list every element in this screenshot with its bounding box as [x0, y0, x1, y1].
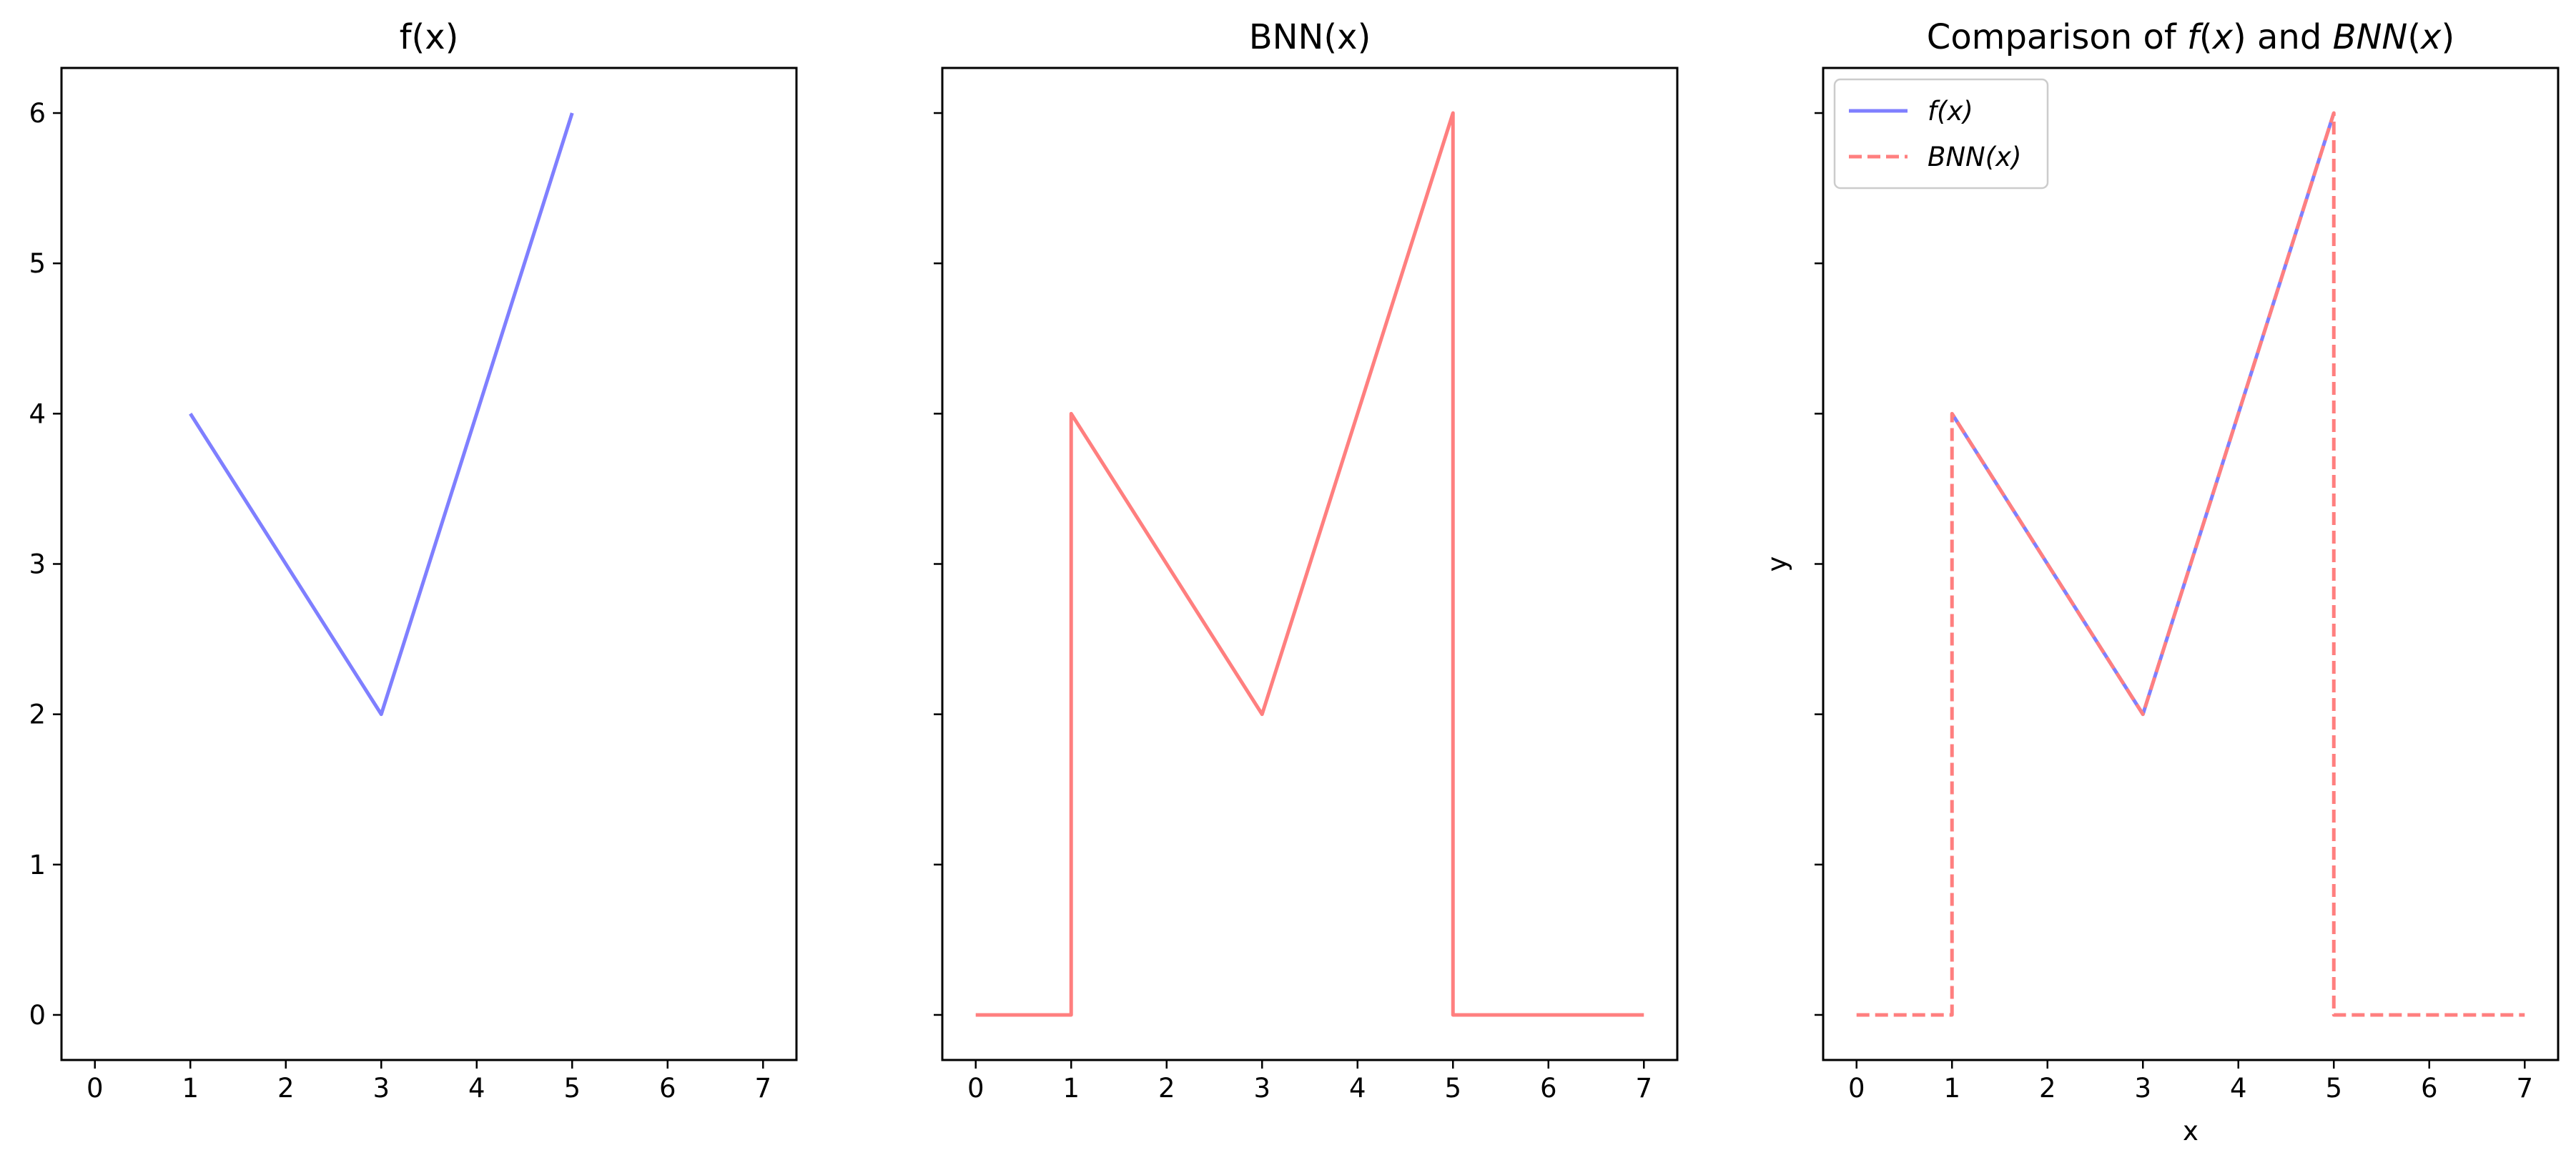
- legend-label-2: BNN(x): [1928, 142, 2022, 172]
- y-tick-label: 3: [29, 549, 46, 580]
- x-tick-label: 7: [1635, 1073, 1652, 1104]
- x-tick-label: 6: [1540, 1073, 1557, 1104]
- x-tick-label: 3: [372, 1073, 390, 1104]
- x-tick-label: 6: [659, 1073, 676, 1104]
- x-tick-label: 6: [2421, 1073, 2438, 1104]
- x-tick-label: 5: [1444, 1073, 1461, 1104]
- y-tick-label: 5: [29, 248, 46, 279]
- x-tick-label: 1: [182, 1073, 199, 1104]
- chart-title: f(x): [400, 17, 459, 57]
- series-line-1: [189, 112, 574, 717]
- x-tick-label: 5: [563, 1073, 581, 1104]
- y-tick-label: 4: [29, 398, 46, 429]
- x-tick-label: 1: [1943, 1073, 1960, 1104]
- y-tick-label: 1: [29, 850, 46, 880]
- x-tick-label: 2: [1158, 1073, 1175, 1104]
- chart-panel-3: Comparison of f(x) and BNN(x) 0 1 2 3 4 5 6 7 x y f…: [1762, 17, 2560, 1147]
- chart-title: BNN(x): [1249, 17, 1371, 57]
- legend-box: [1833, 78, 2049, 190]
- series-line-1: [1950, 112, 2336, 717]
- legend-label-1: f(x): [1928, 96, 1973, 127]
- series-line-2: [1856, 111, 2525, 1017]
- x-tick-label: 0: [87, 1073, 104, 1104]
- x-tick-label: 1: [1062, 1073, 1080, 1104]
- y-tick-label: 0: [29, 1000, 46, 1031]
- x-tick-label: 2: [2039, 1073, 2056, 1104]
- x-tick-label: 4: [1349, 1073, 1366, 1104]
- chart-panel-1: f(x) 0 1 2 3 4 5 6 7 0 1 2 3 4 5 6: [29, 17, 798, 1104]
- x-tick-label: 7: [754, 1073, 771, 1104]
- x-tick-label: 0: [967, 1073, 984, 1104]
- x-tick-label: 4: [2230, 1073, 2247, 1104]
- x-tick-label: 0: [1848, 1073, 1865, 1104]
- y-tick-label: 2: [29, 700, 46, 730]
- x-tick-label: 4: [468, 1073, 485, 1104]
- chart-panel-2: BNN(x) 0 1 2 3 4 5 6 7: [934, 17, 1679, 1104]
- series-line-1: [975, 111, 1644, 1017]
- x-tick-label: 5: [2325, 1073, 2342, 1104]
- x-tick-label: 3: [1253, 1073, 1270, 1104]
- x-axis-label: x: [2183, 1116, 2199, 1147]
- x-tick-label: 7: [2516, 1073, 2533, 1104]
- legend: f(x) BNN(x): [1833, 78, 2049, 190]
- y-axis-label: y: [1762, 556, 1792, 572]
- y-tick-label: 6: [29, 98, 46, 129]
- x-tick-label: 3: [2134, 1073, 2151, 1104]
- chart-title: Comparison of f(x) and BNN(x): [1927, 17, 2454, 57]
- x-tick-label: 2: [277, 1073, 295, 1104]
